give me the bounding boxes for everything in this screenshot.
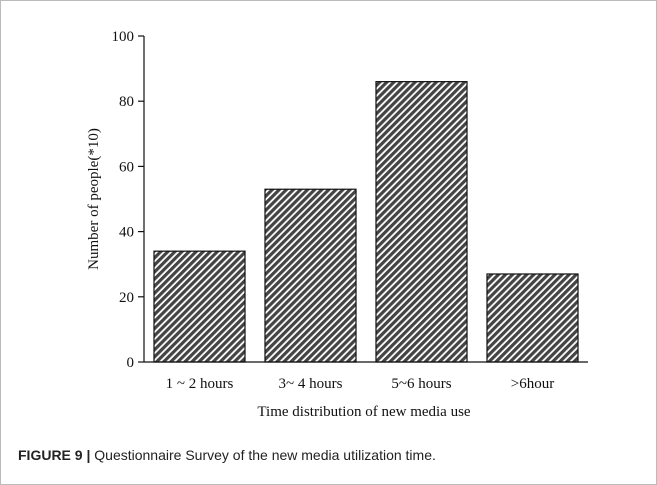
caption-label: FIGURE 9 | (18, 447, 90, 463)
x-tick-label: >6hour (511, 376, 554, 392)
bar (375, 81, 468, 363)
bar (153, 250, 246, 363)
y-axis-title: Number of people(*10) (86, 128, 102, 270)
bar (486, 273, 579, 363)
y-tick-label: 60 (119, 159, 134, 175)
x-tick-label: 5~6 hours (391, 376, 451, 392)
x-tick-label: 1 ~ 2 hours (166, 376, 234, 392)
y-tick-label: 0 (127, 355, 135, 371)
bar (264, 188, 357, 363)
caption: FIGURE 9 | Questionnaire Survey of the n… (18, 447, 436, 463)
y-tick-label: 20 (119, 290, 134, 306)
x-tick-label: 3~ 4 hours (279, 376, 343, 392)
caption-text: Questionnaire Survey of the new media ut… (94, 447, 436, 463)
plot: 0 20 40 60 80 100 1 ~ 2 hours 3~ 4 hours 5~6 hou… (112, 29, 588, 392)
y-tick-label: 100 (112, 29, 135, 45)
y-tick-label: 40 (119, 225, 134, 241)
x-axis-title: Time distribution of new media use (257, 404, 471, 420)
y-tick-label: 80 (119, 94, 134, 110)
